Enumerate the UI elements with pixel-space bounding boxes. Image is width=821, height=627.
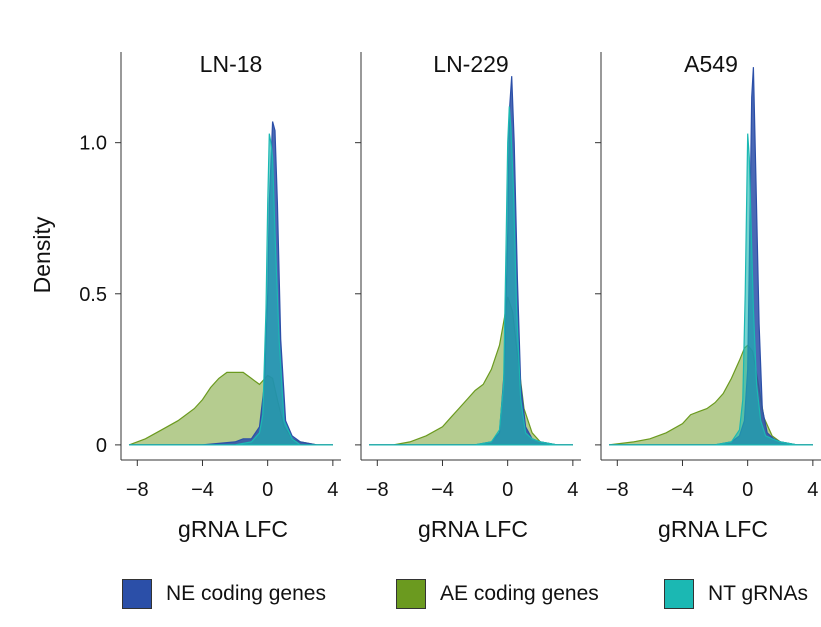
- x-tick-label: −8: [126, 479, 149, 501]
- y-tick-label: 1.0: [79, 133, 107, 155]
- legend-item-nt: NT gRNAs: [664, 572, 808, 616]
- x-tick-label: 0: [502, 479, 513, 501]
- legend-label-ae: AE coding genes: [440, 582, 599, 605]
- legend-swatch-ae: [396, 579, 426, 609]
- x-axis-label: gRNA LFC: [658, 516, 768, 542]
- y-tick-label: 0: [96, 435, 107, 457]
- legend: NE coding genes AE coding genes NT gRNAs: [0, 572, 821, 616]
- density-nt-grnas-ln-229: [369, 106, 573, 446]
- x-tick-label: −8: [366, 479, 389, 501]
- panel-title: LN-18: [200, 51, 263, 77]
- x-tick-label: −8: [606, 479, 629, 501]
- density-ae-coding-genes-ln-18: [128, 371, 333, 446]
- density-ne-coding-genes-ln-229: [369, 76, 573, 446]
- x-tick-label: 4: [327, 479, 338, 501]
- legend-item-ne: NE coding genes: [122, 572, 326, 616]
- x-tick-label: 4: [807, 479, 818, 501]
- density-ne-coding-genes-a549: [609, 67, 813, 446]
- x-tick-label: 0: [262, 479, 273, 501]
- panel-ln-229: −8 −4 0 4 LN-229 gRNA LFC: [355, 51, 581, 542]
- x-tick-label: −4: [431, 479, 454, 501]
- x-tick-label: 4: [567, 479, 578, 501]
- density-nt-grnas-ln-18: [129, 133, 333, 446]
- density-ae-coding-genes-ln-229: [369, 296, 573, 446]
- legend-swatch-nt: [664, 579, 694, 609]
- panel-title: LN-229: [433, 51, 508, 77]
- x-axis-label: gRNA LFC: [418, 516, 528, 542]
- legend-label-nt: NT gRNAs: [708, 582, 808, 605]
- density-nt-grnas-a549: [609, 133, 813, 446]
- x-axis-label: gRNA LFC: [178, 516, 288, 542]
- y-tick-label: 0.5: [79, 284, 107, 306]
- x-tick-label: 0: [742, 479, 753, 501]
- x-tick-label: −4: [191, 479, 214, 501]
- legend-item-ae: AE coding genes: [396, 572, 599, 616]
- density-ae-coding-genes-a549: [609, 344, 813, 446]
- panel-ln-18: 0 0.5 1.0 −8 −4 0 4 LN-18 gRNA LFC: [79, 51, 341, 542]
- legend-label-ne: NE coding genes: [166, 582, 326, 605]
- panel-title: A549: [684, 51, 738, 77]
- legend-swatch-ne: [122, 579, 152, 609]
- panel-a549: −8 −4 0 4 A549 gRNA LFC: [595, 51, 821, 542]
- y-axis-label: Density: [29, 216, 55, 293]
- x-tick-label: −4: [671, 479, 694, 501]
